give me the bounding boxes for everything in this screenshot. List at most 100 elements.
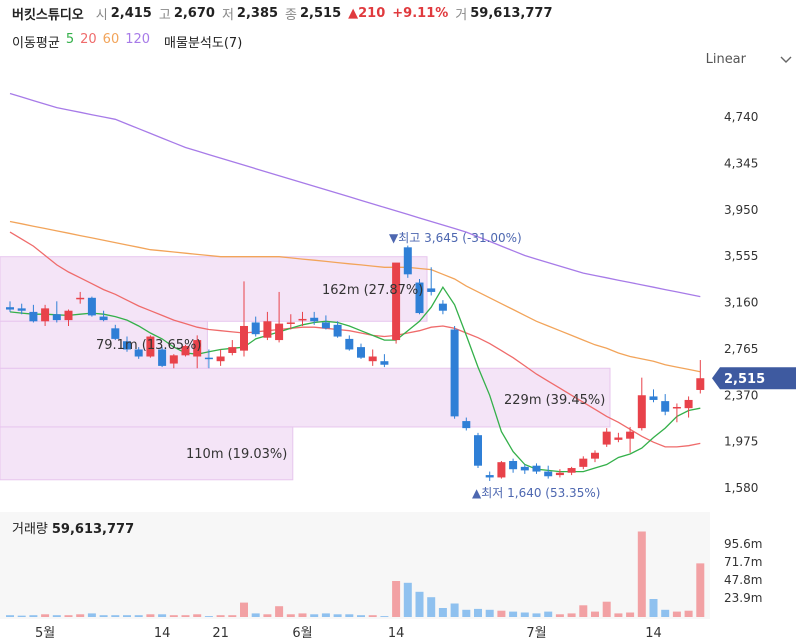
volume-bar (684, 610, 693, 617)
candle (392, 262, 401, 344)
candle (286, 314, 295, 330)
candle-body (169, 355, 178, 364)
candle-body (17, 308, 26, 311)
candle-body (357, 347, 365, 358)
volume-bar (392, 581, 401, 617)
quote-header: 버킷스튜디오 시 2,415 고 2,670 저 2,385 종 2,515 ▲… (12, 2, 560, 24)
volume-value: 59,613,777 (470, 5, 553, 21)
candle-body (415, 282, 424, 314)
volume-bar (649, 599, 658, 617)
change-value: ▲210 (348, 5, 386, 21)
candle-body (579, 458, 588, 467)
candle-body (649, 396, 658, 400)
ma-label[interactable]: 이동평균 (12, 36, 60, 51)
candle-body (403, 247, 412, 275)
volume-bar (99, 615, 108, 617)
high-value: 2,670 (173, 5, 215, 21)
indicator-legend[interactable]: 이동평균 5 20 60 120 매물분석도(7) (12, 32, 242, 51)
candle (532, 463, 541, 474)
candle (345, 335, 354, 351)
candle-body (6, 307, 14, 310)
candle-body (134, 349, 143, 357)
ma20-label[interactable]: 20 (80, 32, 97, 47)
candle-body (368, 356, 377, 362)
volume-bar (462, 609, 471, 617)
volume-bar (76, 614, 85, 617)
volume-bar (286, 614, 295, 617)
candle-body (602, 431, 611, 445)
volume-bar (415, 591, 424, 617)
ma60-label[interactable]: 60 (102, 32, 120, 47)
volume-bar (6, 615, 14, 617)
candle (357, 343, 365, 359)
candle (310, 311, 319, 325)
volume-bar (509, 611, 518, 617)
candle (111, 324, 120, 341)
volume-tick-label: 23.9m (724, 591, 762, 605)
candle-body (450, 329, 459, 417)
candle-body (567, 468, 576, 473)
high-label: 고 (158, 7, 171, 23)
volume-bar (251, 613, 260, 617)
candle-body (41, 308, 50, 322)
volume-bar (123, 615, 131, 617)
candle-body (462, 421, 471, 429)
candle-body (64, 310, 73, 321)
stock-name: 버킷스튜디오 (12, 7, 84, 23)
candle (52, 301, 61, 323)
low-annotation: ▲최저 1,640 (53.35%) (472, 486, 600, 500)
candle-body (544, 471, 553, 477)
candle (555, 469, 564, 478)
volume-bar (567, 613, 576, 617)
chevron-down-icon[interactable] (776, 52, 796, 68)
candle (672, 403, 681, 423)
volume-profile-zone (0, 367, 611, 428)
candle-body (637, 395, 646, 429)
scale-selector[interactable]: Linear (705, 52, 746, 67)
price-tick-label: 3,950 (724, 203, 758, 217)
volume-bar (591, 611, 599, 617)
candle (228, 340, 237, 356)
candle (544, 465, 553, 479)
candle (497, 460, 506, 479)
candle-body (29, 311, 38, 322)
candle-body (193, 340, 202, 357)
candle (321, 315, 330, 330)
candle-body (275, 323, 284, 341)
candle (76, 291, 85, 304)
volume-bar (64, 615, 73, 617)
volume-bar (345, 614, 354, 617)
volume-bar (310, 614, 319, 617)
ma5-line (9, 285, 701, 473)
open-label: 시 (95, 7, 108, 23)
volume-bar (263, 614, 272, 617)
candle-body (158, 349, 167, 366)
ma120-label[interactable]: 120 (125, 32, 151, 47)
candle (251, 316, 260, 337)
candle (626, 426, 635, 453)
price-tick-label: 2,370 (724, 388, 758, 402)
close-value: 2,515 (300, 5, 342, 21)
candle (240, 281, 248, 357)
candle-body (251, 322, 260, 335)
x-tick-label: 5월 (35, 626, 55, 641)
candle (146, 335, 155, 358)
volume-profile-label[interactable]: 매물분석도(7) (164, 36, 243, 51)
volume-bar (672, 611, 681, 617)
candle (29, 304, 38, 323)
candle-body (672, 406, 681, 409)
ma20-line (9, 231, 701, 448)
low-label: 저 (221, 7, 234, 23)
candle (403, 245, 412, 278)
ma5-label[interactable]: 5 (65, 32, 75, 47)
current-price-label: 2,515 (724, 372, 765, 387)
volume-bar (555, 614, 564, 617)
x-tick-label: 7월 (526, 626, 546, 641)
price-tick-label: 3,160 (724, 296, 758, 310)
volume-bar (403, 582, 412, 617)
candle-body (228, 347, 237, 353)
candle (438, 300, 447, 315)
candle (462, 417, 471, 431)
volume-bar (438, 608, 447, 617)
